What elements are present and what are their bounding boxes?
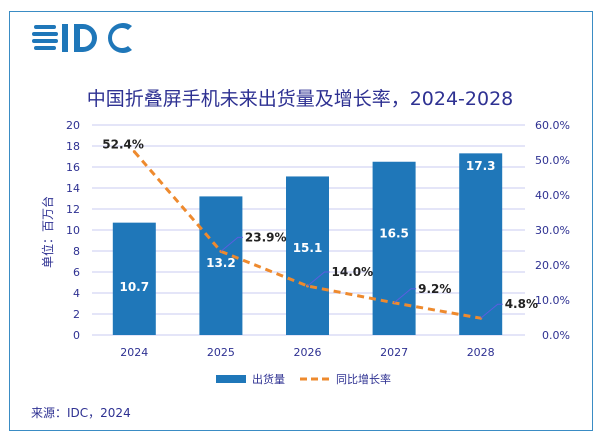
source-note: 来源：IDC，2024 bbox=[31, 406, 131, 420]
chart-frame bbox=[9, 11, 593, 431]
idc-logo bbox=[32, 23, 132, 53]
chart-title: 中国折叠屏手机未来出货量及增长率，2024-2028 bbox=[86, 88, 514, 110]
